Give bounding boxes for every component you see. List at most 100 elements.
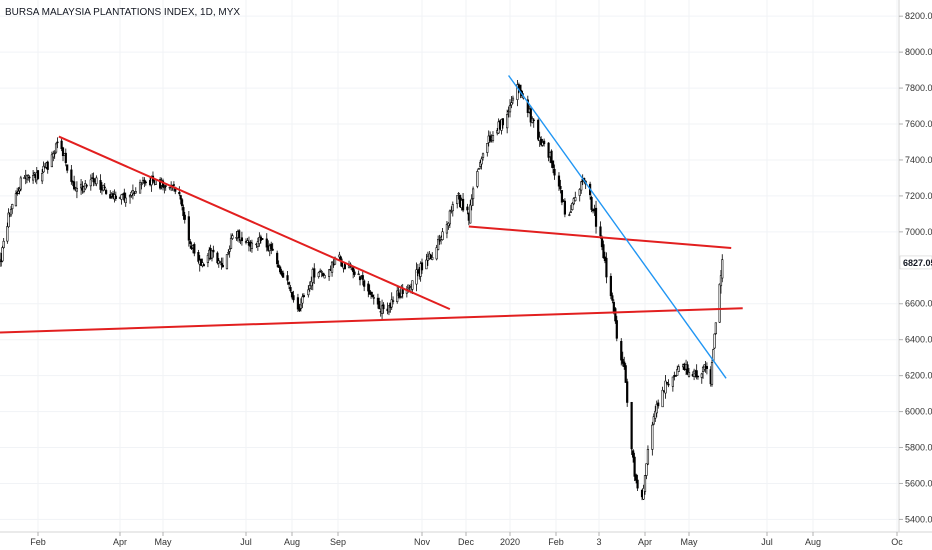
candle bbox=[516, 80, 519, 107]
candle bbox=[330, 260, 334, 277]
candle-body bbox=[134, 191, 137, 194]
candle-body bbox=[70, 169, 73, 182]
candle-body bbox=[168, 186, 171, 189]
candle bbox=[367, 280, 370, 298]
candle-body bbox=[290, 291, 294, 298]
candle bbox=[41, 169, 44, 185]
candle-body bbox=[369, 291, 373, 295]
candle-body bbox=[705, 366, 709, 369]
candle bbox=[605, 252, 608, 284]
candle bbox=[353, 269, 356, 277]
candle bbox=[105, 188, 108, 195]
candle bbox=[611, 292, 614, 304]
candle-body bbox=[307, 289, 310, 296]
candle bbox=[276, 250, 279, 268]
candle-body bbox=[338, 254, 341, 258]
candle bbox=[508, 99, 512, 118]
candle-body bbox=[227, 252, 230, 254]
candle bbox=[713, 333, 716, 350]
time-axis[interactable]: Feb Apr May Jul Aug Sep Nov Dec 2020 Feb 3 Apr May Ju… bbox=[30, 532, 903, 547]
x-tick-label: Aug bbox=[284, 537, 300, 547]
candle bbox=[420, 258, 424, 274]
candle-body bbox=[123, 192, 126, 201]
candle bbox=[651, 421, 654, 456]
candle bbox=[103, 182, 106, 191]
candle-body bbox=[387, 305, 391, 313]
candle bbox=[256, 237, 259, 251]
candle-body bbox=[382, 304, 385, 310]
candle-body bbox=[144, 181, 147, 184]
candle-body bbox=[431, 257, 434, 260]
candle-body bbox=[301, 296, 304, 304]
candle-body bbox=[480, 158, 483, 165]
candle bbox=[120, 194, 123, 205]
candle bbox=[183, 211, 186, 224]
candle bbox=[2, 238, 5, 249]
candle bbox=[626, 378, 629, 407]
candle-body bbox=[563, 200, 566, 215]
candle bbox=[633, 452, 636, 482]
candle bbox=[441, 227, 444, 241]
candle bbox=[7, 208, 10, 228]
chart-title: BURSA MALAYSIA PLANTATIONS INDEX, 1D, MY… bbox=[5, 7, 240, 18]
candle-body bbox=[378, 300, 381, 310]
candle bbox=[182, 204, 185, 220]
candle bbox=[491, 131, 495, 143]
candle bbox=[161, 178, 165, 191]
trendlines bbox=[0, 75, 743, 379]
candle-body bbox=[532, 119, 535, 122]
candle-body bbox=[95, 177, 98, 185]
candle-body bbox=[61, 147, 65, 157]
candle-body bbox=[624, 365, 627, 383]
candle bbox=[705, 362, 709, 375]
candle-body bbox=[510, 102, 513, 106]
candle-body bbox=[506, 114, 509, 129]
trendline[interactable] bbox=[0, 307, 743, 334]
candle-body bbox=[700, 373, 703, 378]
candle bbox=[526, 95, 529, 118]
candle-body bbox=[543, 140, 546, 145]
candle-body bbox=[435, 247, 438, 260]
candle bbox=[307, 285, 310, 298]
candle-body bbox=[550, 150, 553, 164]
candle-body bbox=[429, 254, 432, 259]
trendline[interactable] bbox=[508, 75, 727, 379]
candle-body bbox=[713, 333, 716, 349]
candle-body bbox=[391, 300, 395, 302]
candle-body bbox=[1, 247, 4, 262]
candle-body bbox=[36, 170, 40, 179]
trendline[interactable] bbox=[468, 225, 732, 250]
price-axis[interactable]: 8200.00 8000.00 7800.00 7600.00 7400.00 7200.… bbox=[899, 11, 932, 524]
candle bbox=[665, 382, 669, 385]
candle-body bbox=[299, 304, 303, 309]
candle-body bbox=[621, 358, 624, 364]
candle-body bbox=[626, 381, 629, 403]
x-tick-label: Sep bbox=[330, 537, 346, 547]
candle bbox=[574, 191, 577, 202]
candle-body bbox=[642, 488, 645, 500]
grid bbox=[0, 0, 899, 532]
candle-body bbox=[180, 199, 184, 207]
candle bbox=[109, 190, 112, 199]
candle bbox=[532, 118, 535, 128]
y-tick-label: 7600.00 bbox=[905, 119, 932, 129]
candle-body bbox=[85, 184, 88, 187]
candle-body bbox=[73, 181, 76, 190]
candle-body bbox=[140, 183, 143, 186]
candle bbox=[128, 194, 132, 204]
candle bbox=[206, 252, 210, 268]
candle bbox=[299, 298, 303, 312]
candle-body bbox=[322, 272, 325, 277]
candle bbox=[228, 245, 231, 258]
candle-body bbox=[287, 282, 291, 285]
candle bbox=[89, 174, 92, 191]
candle bbox=[231, 233, 234, 240]
trendline[interactable] bbox=[58, 135, 451, 311]
candle-body bbox=[7, 212, 10, 228]
candle bbox=[343, 263, 346, 270]
candle-body bbox=[277, 264, 280, 268]
candle bbox=[445, 220, 449, 239]
candle bbox=[636, 474, 639, 491]
candle bbox=[620, 338, 623, 366]
candle-body bbox=[634, 474, 638, 481]
